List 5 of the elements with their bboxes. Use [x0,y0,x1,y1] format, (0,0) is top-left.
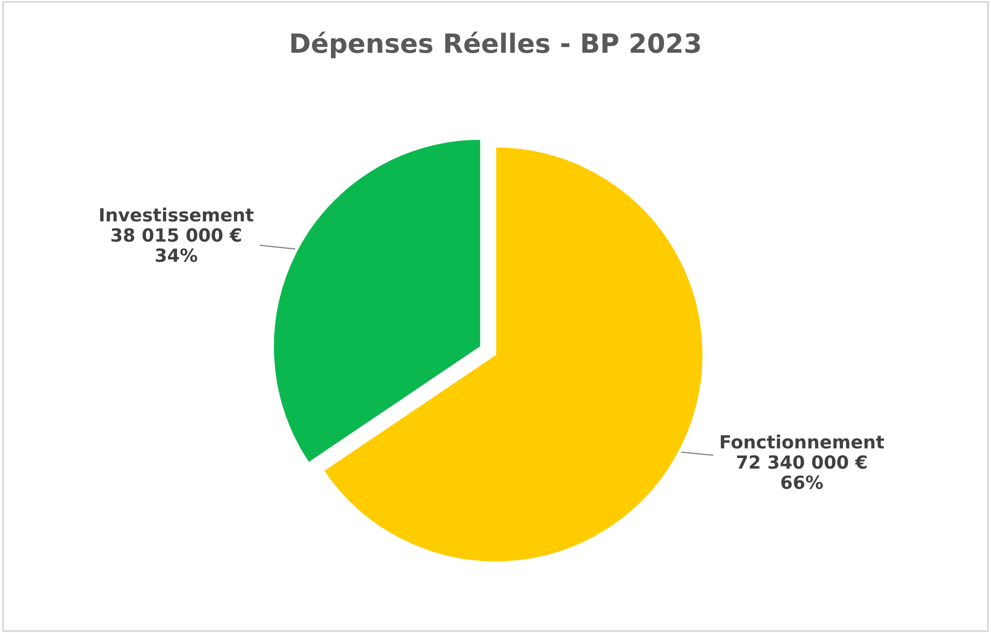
data-label: 38 015 000 € 34% [111,228,241,262]
slice-label: Investissement [100,208,254,222]
chart-title: Dépenses Réelles - BP 2023 [291,32,700,58]
data-label: 72 340 000 € 66% [737,455,867,490]
slice-label: Fonctionnement [720,434,884,449]
